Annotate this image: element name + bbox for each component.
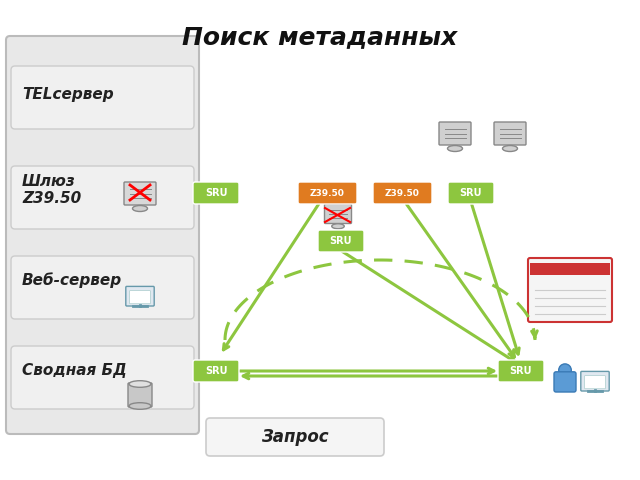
Text: Шлюз
Z39.50: Шлюз Z39.50 (22, 174, 81, 206)
Text: SRU: SRU (205, 366, 227, 376)
FancyBboxPatch shape (448, 182, 494, 204)
FancyBboxPatch shape (128, 383, 152, 407)
FancyBboxPatch shape (206, 418, 384, 456)
Ellipse shape (129, 381, 151, 387)
FancyBboxPatch shape (530, 263, 610, 275)
Text: Веб-сервер: Веб-сервер (22, 272, 122, 288)
FancyBboxPatch shape (11, 346, 194, 409)
Text: Поиск метаданных: Поиск метаданных (182, 25, 458, 49)
Text: TELсервер: TELсервер (22, 87, 114, 103)
Ellipse shape (447, 145, 463, 152)
FancyBboxPatch shape (193, 360, 239, 382)
Text: Запрос: Запрос (261, 428, 329, 446)
FancyBboxPatch shape (581, 372, 609, 391)
FancyBboxPatch shape (11, 256, 194, 319)
FancyBboxPatch shape (439, 122, 471, 145)
FancyBboxPatch shape (528, 258, 612, 322)
FancyBboxPatch shape (318, 230, 364, 252)
FancyBboxPatch shape (494, 122, 526, 145)
Text: SRU: SRU (460, 188, 483, 198)
FancyBboxPatch shape (11, 166, 194, 229)
FancyBboxPatch shape (11, 66, 194, 129)
Text: Z39.50: Z39.50 (385, 189, 420, 197)
Text: Сводная БД: Сводная БД (22, 362, 127, 377)
FancyBboxPatch shape (129, 291, 150, 304)
Ellipse shape (132, 205, 147, 212)
Text: SRU: SRU (330, 236, 352, 246)
FancyBboxPatch shape (498, 360, 544, 382)
FancyBboxPatch shape (126, 287, 154, 306)
Ellipse shape (332, 224, 344, 229)
Ellipse shape (502, 145, 518, 152)
FancyBboxPatch shape (584, 376, 605, 389)
FancyBboxPatch shape (373, 182, 432, 204)
Text: SRU: SRU (205, 188, 227, 198)
FancyBboxPatch shape (298, 182, 357, 204)
FancyBboxPatch shape (124, 182, 156, 205)
Circle shape (559, 364, 572, 376)
FancyBboxPatch shape (6, 36, 199, 434)
Text: SRU: SRU (509, 366, 532, 376)
Ellipse shape (129, 403, 151, 409)
FancyBboxPatch shape (193, 182, 239, 204)
Text: Z39.50: Z39.50 (310, 189, 345, 197)
FancyBboxPatch shape (324, 204, 351, 224)
FancyBboxPatch shape (554, 372, 576, 392)
